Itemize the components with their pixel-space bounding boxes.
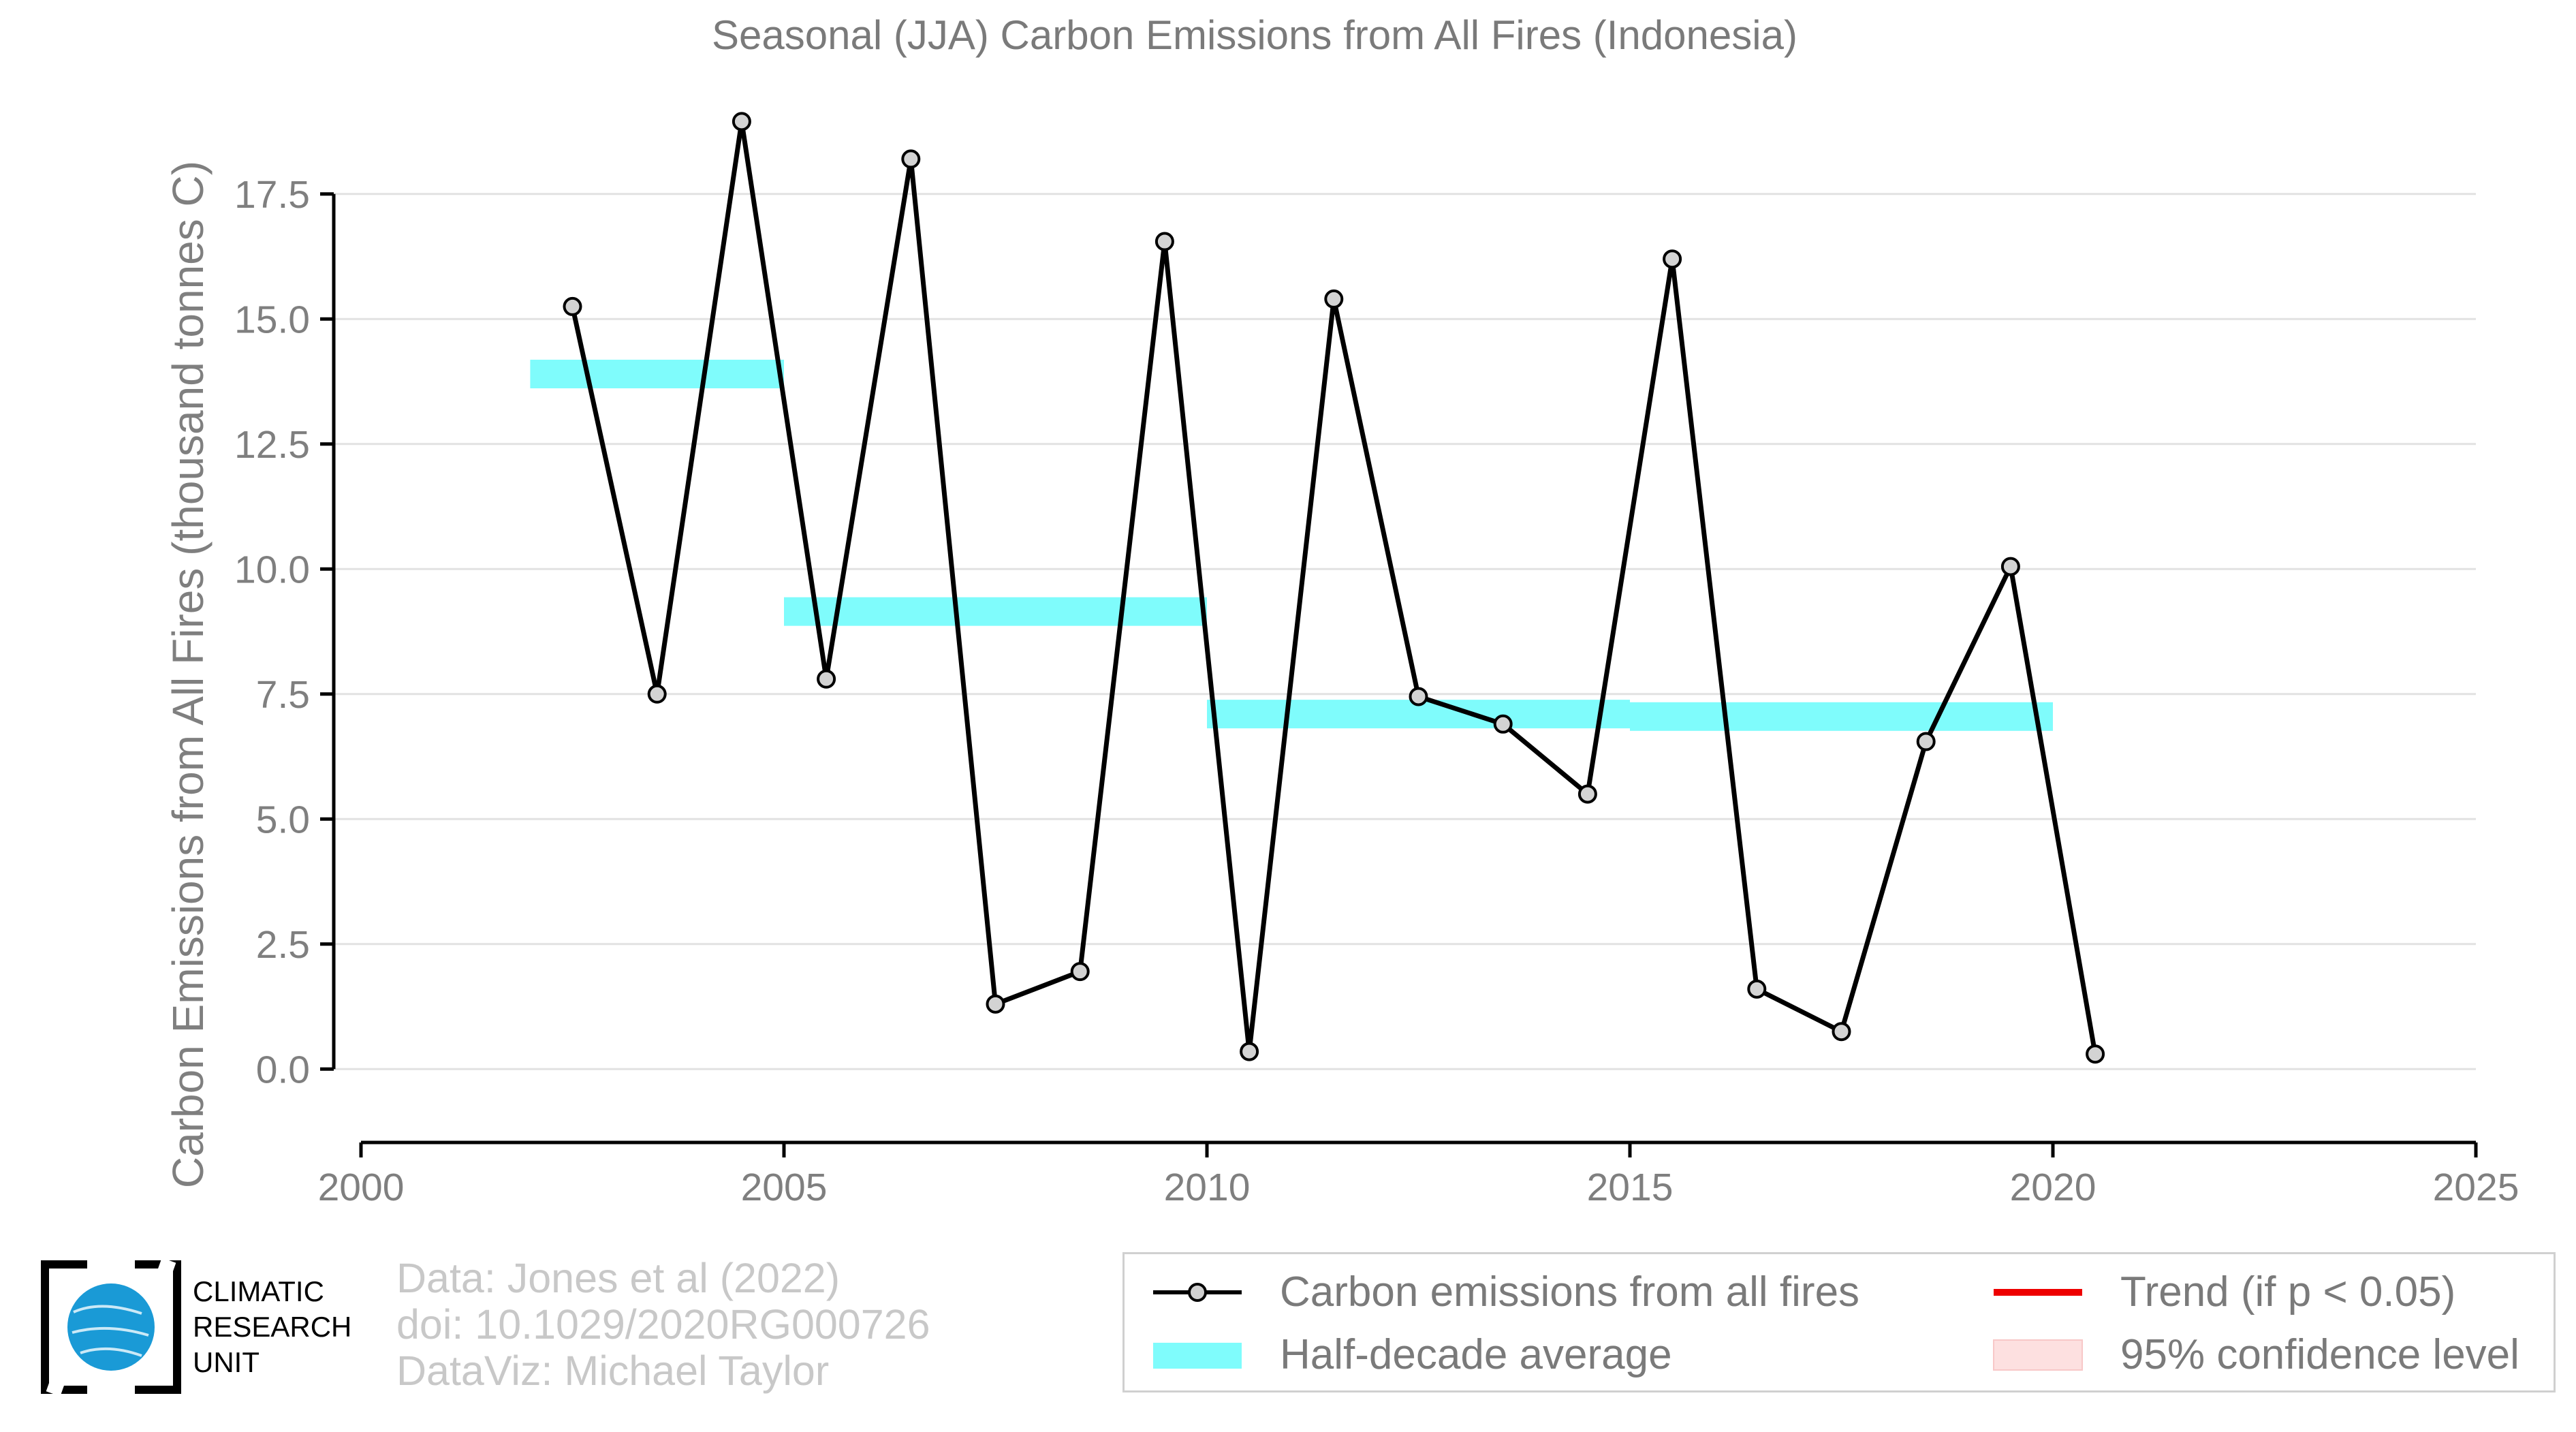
- x-tick-label-3: 2015: [1587, 1166, 1674, 1209]
- y-tick-label-0: 0.0: [256, 1048, 310, 1091]
- legend-label-half-decade: Half-decade average: [1280, 1331, 1672, 1378]
- legend-item-half-decade: Half-decade average: [1146, 1330, 1672, 1379]
- legend: Carbon emissions from all fires Half-dec…: [1122, 1252, 2556, 1392]
- emissions-point-6: [1070, 962, 1090, 982]
- emissions-point-2: [732, 112, 751, 131]
- half-decade-bar-1: [784, 597, 1207, 626]
- y-tick-label-6: 15.0: [234, 298, 310, 341]
- x-axis: 2000 2005 2010 2015 2020 2025: [318, 1140, 2519, 1209]
- x-tick-label-1: 2005: [741, 1166, 828, 1209]
- chart: Seasonal (JJA) Carbon Emissions from All…: [163, 12, 2519, 1209]
- cru-logo-text: CLIMATIC RESEARCH UNIT: [193, 1274, 351, 1380]
- x-tick-label-0: 2000: [318, 1166, 405, 1209]
- y-tick-label-1: 2.5: [256, 923, 310, 967]
- y-tick-label-4: 10.0: [234, 548, 310, 591]
- credit-data-source: Data: Jones et al (2022): [396, 1255, 841, 1301]
- emissions-point-7: [1155, 232, 1174, 251]
- legend-label-trend: Trend (if p < 0.05): [2120, 1268, 2456, 1316]
- emissions-point-13: [1663, 249, 1682, 269]
- y-axis: 0.0 2.5 5.0 7.5 10.0 12.5 15.0 17.5: [234, 173, 336, 1091]
- cru-logo: CLIMATIC RESEARCH UNIT: [40, 1258, 360, 1397]
- legend-line-marker-icon: [1146, 1272, 1248, 1313]
- credit-doi: doi: 10.1029/2020RG000726: [396, 1301, 930, 1348]
- emissions-point-3: [817, 669, 836, 689]
- emissions-point-5: [986, 994, 1005, 1014]
- emissions-point-17: [2000, 557, 2020, 576]
- credit-dataviz: DataViz: Michael Taylor: [396, 1348, 830, 1394]
- emissions-point-14: [1747, 979, 1767, 999]
- logo-line-1: CLIMATIC: [193, 1275, 324, 1307]
- logo-line-3: UNIT: [193, 1346, 260, 1378]
- legend-item-emissions: Carbon emissions from all fires: [1146, 1268, 1859, 1316]
- y-tick-label-3: 7.5: [256, 673, 310, 717]
- emissions-point-11: [1493, 714, 1513, 734]
- legend-item-confidence: 95% confidence level: [1987, 1330, 2519, 1379]
- legend-item-trend: Trend (if p < 0.05): [1987, 1268, 2455, 1316]
- half-decade-average-bars: [530, 360, 2053, 731]
- x-tick-label-5: 2025: [2433, 1166, 2519, 1209]
- chart-title: Seasonal (JJA) Carbon Emissions from All…: [712, 12, 1797, 58]
- y-tick-label-7: 17.5: [234, 173, 310, 217]
- y-tick-label-5: 12.5: [234, 423, 310, 467]
- emissions-series: [563, 112, 2105, 1064]
- y-axis-label: Carbon Emissions from All Fires (thousan…: [163, 161, 213, 1188]
- half-decade-bar-3: [1630, 702, 2053, 731]
- emissions-line: [570, 119, 2098, 1055]
- legend-band-icon: [1146, 1335, 1248, 1375]
- legend-label-emissions: Carbon emissions from all fires: [1280, 1268, 1860, 1316]
- legend-confidence-fill-icon: [1987, 1335, 2089, 1375]
- emissions-point-0: [563, 296, 582, 316]
- x-tick-label-4: 2020: [2010, 1166, 2096, 1209]
- half-decade-bar-0: [530, 360, 784, 389]
- emissions-point-4: [901, 149, 921, 169]
- emissions-point-9: [1324, 289, 1344, 309]
- legend-label-confidence: 95% confidence level: [2120, 1331, 2519, 1378]
- emissions-point-8: [1240, 1042, 1259, 1061]
- logo-line-2: RESEARCH: [193, 1311, 352, 1343]
- emissions-point-16: [1916, 732, 1936, 751]
- legend-trend-line-icon: [1987, 1272, 2089, 1313]
- emissions-point-1: [647, 684, 667, 704]
- emissions-point-12: [1577, 784, 1597, 804]
- emissions-point-15: [1832, 1022, 1851, 1042]
- y-tick-label-2: 5.0: [256, 798, 310, 841]
- gridlines: [334, 193, 2476, 1070]
- emissions-point-18: [2086, 1044, 2105, 1064]
- cru-logo-icon: [41, 1258, 181, 1397]
- x-tick-label-2: 2010: [1164, 1166, 1251, 1209]
- data-credits: Data: Jones et al (2022) doi: 10.1029/20…: [396, 1255, 930, 1394]
- emissions-point-10: [1409, 687, 1428, 706]
